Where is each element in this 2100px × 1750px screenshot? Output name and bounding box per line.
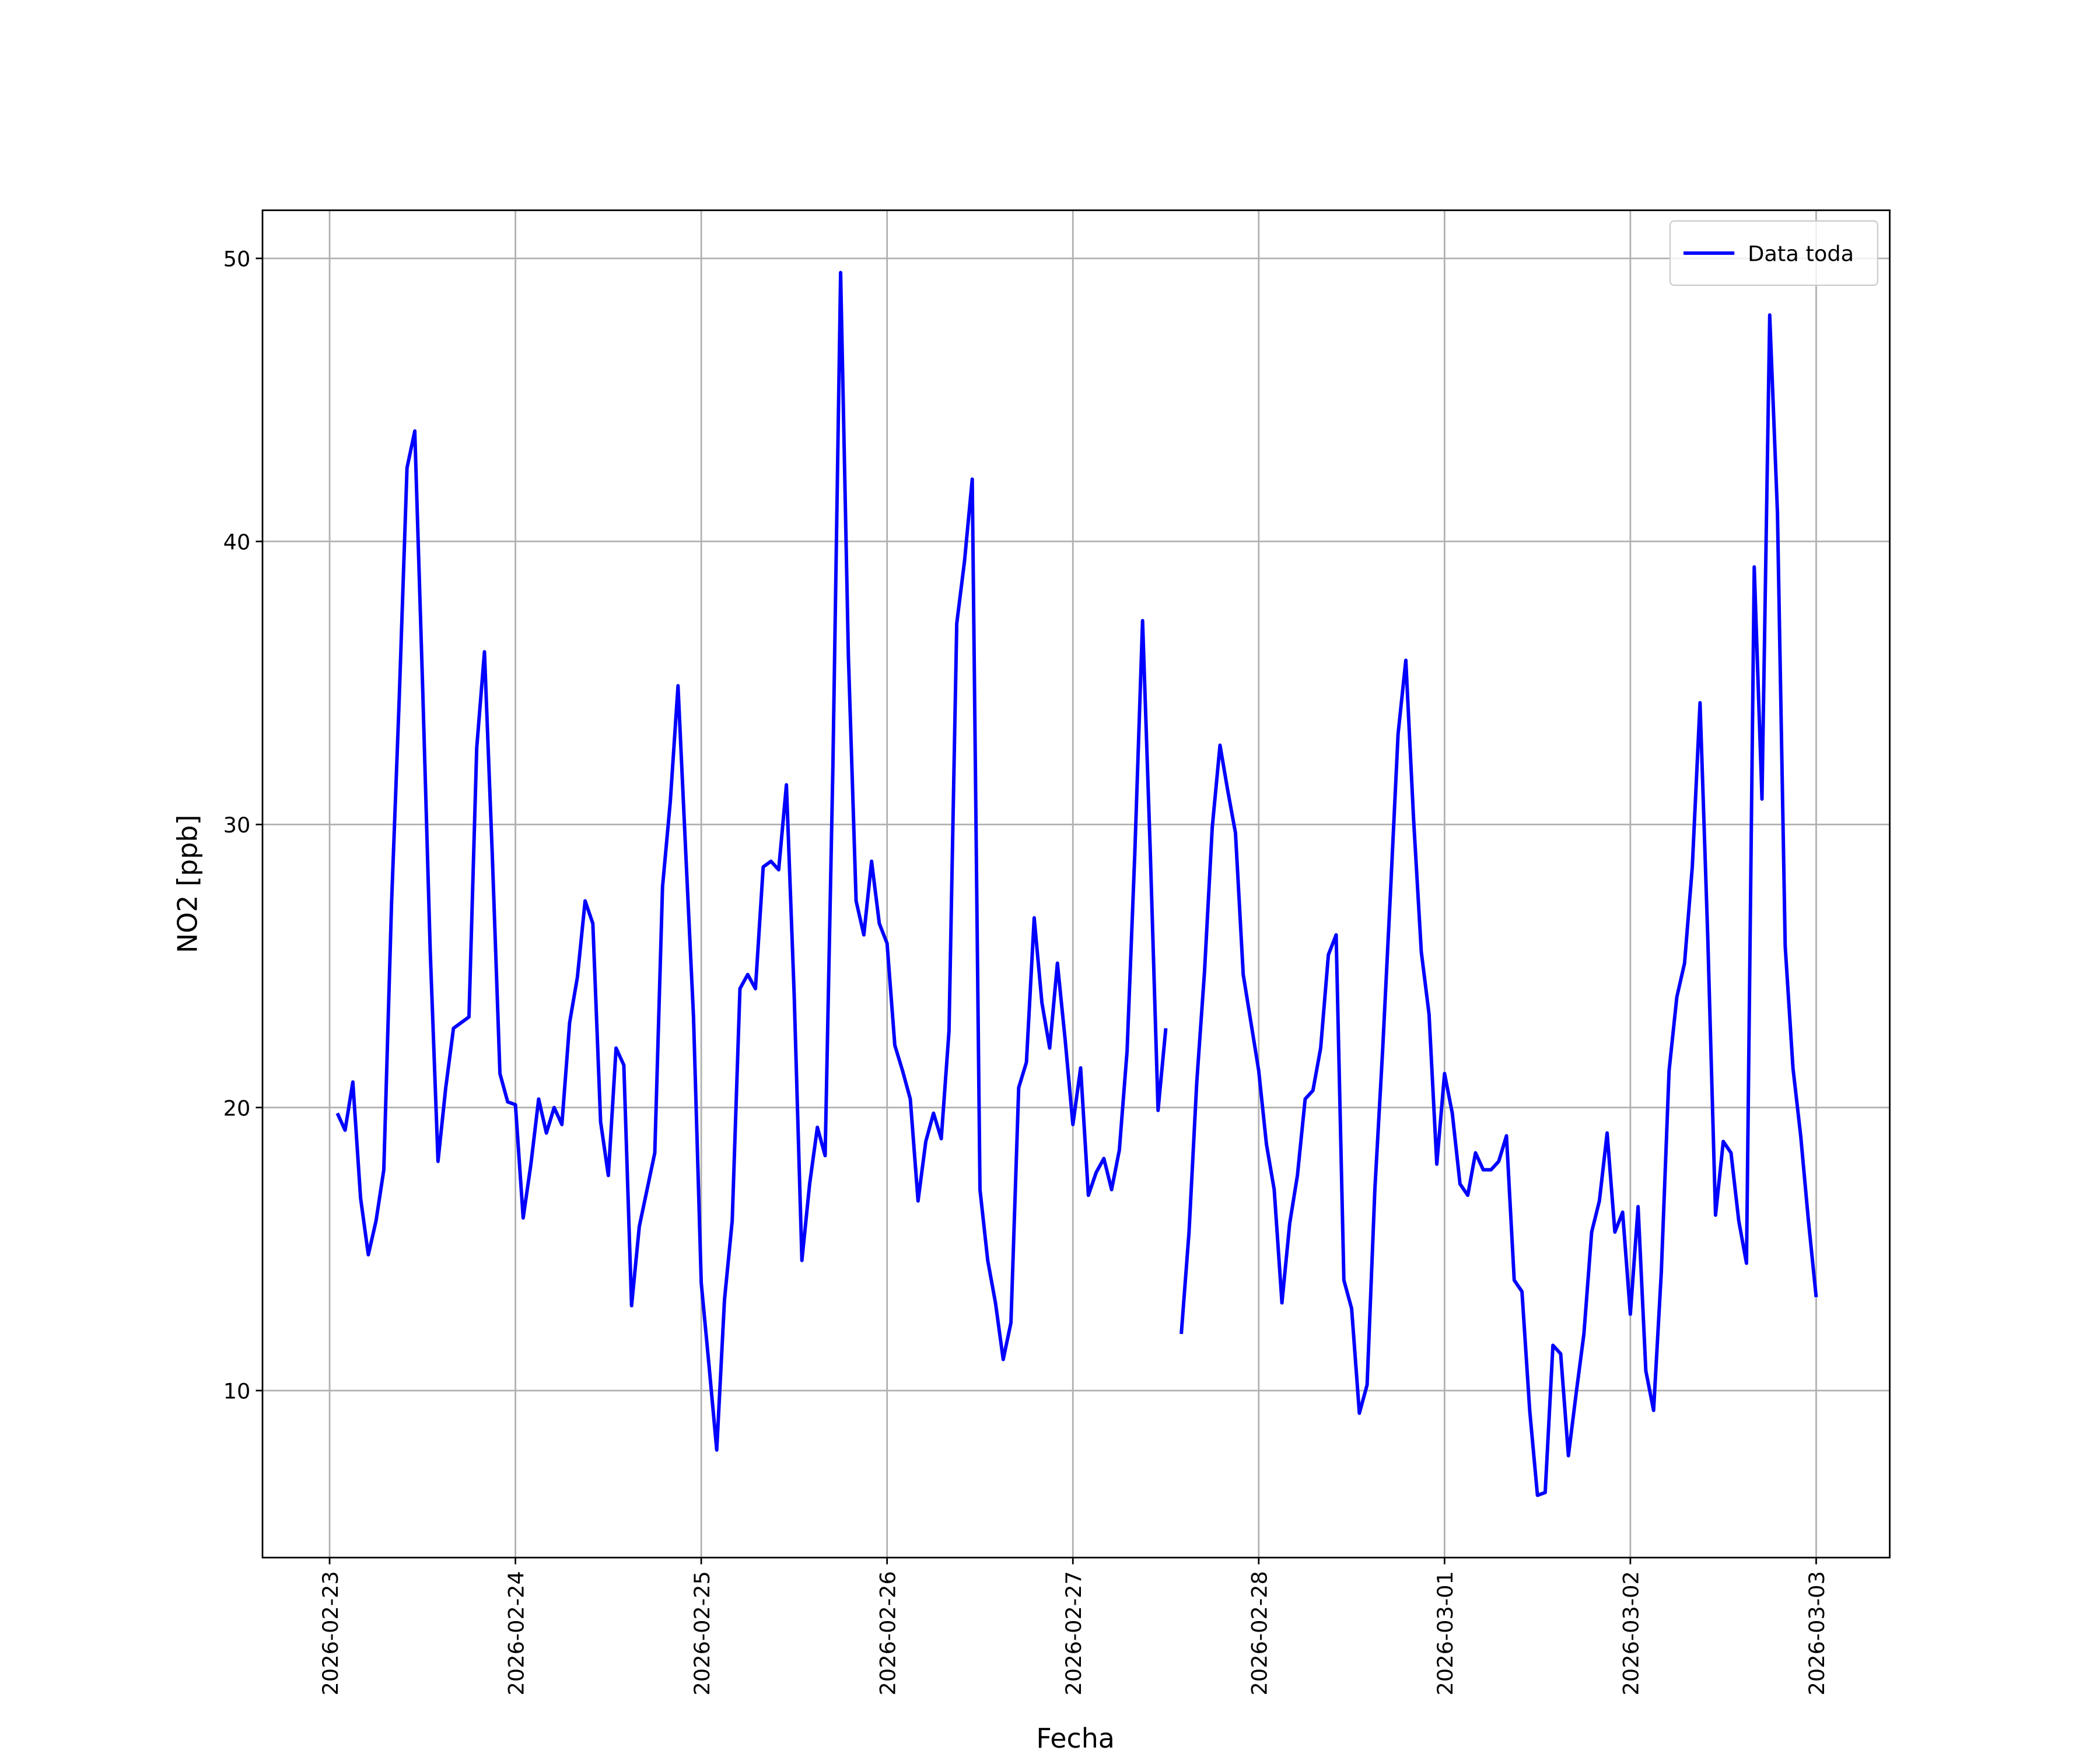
x-tick-label: 2026-02-23 bbox=[318, 1571, 343, 1695]
legend-box bbox=[1669, 220, 1879, 286]
x-tick-label: 2026-02-28 bbox=[1247, 1571, 1272, 1695]
x-tick-label: 2026-02-24 bbox=[503, 1571, 528, 1695]
x-tick-label: 2026-03-02 bbox=[1619, 1571, 1644, 1695]
y-tick-label: 30 bbox=[223, 813, 251, 838]
y-tick-label: 10 bbox=[223, 1379, 251, 1404]
y-tick-label: 50 bbox=[223, 247, 251, 272]
y-axis-label: NO2 [ppb] bbox=[172, 815, 204, 954]
y-tick-label: 40 bbox=[223, 530, 251, 555]
x-tick-label: 2026-02-26 bbox=[875, 1571, 900, 1695]
x-tick-label: 2026-02-27 bbox=[1061, 1571, 1086, 1695]
x-tick-label: 2026-03-03 bbox=[1804, 1571, 1829, 1695]
x-tick-label: 2026-03-01 bbox=[1433, 1571, 1458, 1695]
x-tick-label: 2026-02-25 bbox=[690, 1571, 715, 1695]
x-axis-label: Fecha bbox=[1036, 1723, 1115, 1750]
legend: Data toda bbox=[1669, 220, 1879, 286]
plot-frame bbox=[261, 209, 1891, 1559]
y-tick-label: 20 bbox=[223, 1096, 251, 1121]
legend-label: Data toda bbox=[1748, 242, 1854, 267]
data-line bbox=[335, 271, 1818, 1497]
